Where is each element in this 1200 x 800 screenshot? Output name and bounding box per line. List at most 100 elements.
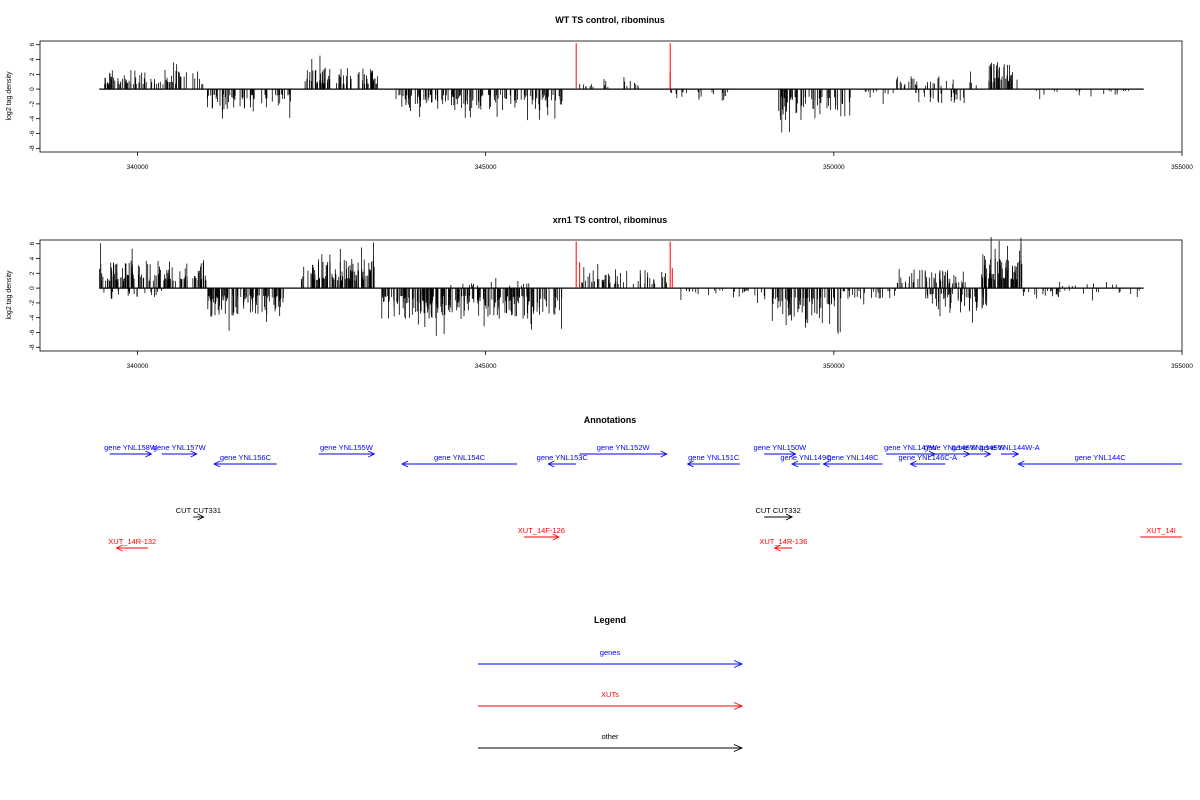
feature-label: gene YNL144W-A bbox=[980, 443, 1040, 452]
y-tick-label: -6 bbox=[29, 329, 36, 335]
arrow-head-icon bbox=[733, 744, 744, 752]
arrow-head-icon bbox=[822, 460, 830, 468]
highlight-series bbox=[575, 43, 671, 90]
annotation-feature: gene YNL154C bbox=[401, 453, 517, 468]
feature-label: XUT_14F-126 bbox=[518, 526, 565, 535]
annotation-feature: gene YNL146C-A bbox=[899, 453, 957, 468]
annotation-feature: gene YNL148C bbox=[822, 453, 883, 468]
y-tick-label: -2 bbox=[29, 101, 36, 107]
x-axis: 340000 345000 350000 355000 bbox=[127, 152, 1193, 171]
plot-frame bbox=[39, 40, 1183, 153]
feature-label: gene YNL156C bbox=[220, 453, 272, 462]
y-tick-label: -8 bbox=[29, 145, 36, 151]
chart-title: xrn1 TS control, ribominus bbox=[553, 215, 668, 225]
annotation-feature: gene YNL145W bbox=[952, 443, 1006, 458]
legend-entry: other bbox=[478, 732, 744, 752]
x-tick-label: 345000 bbox=[475, 363, 497, 370]
feature-label: gene YNL144C bbox=[1075, 453, 1127, 462]
bar-series bbox=[99, 55, 1144, 133]
arrow-head-icon bbox=[791, 460, 799, 468]
panel-wt-ts-control: WT TS control, ribominus log2 tag densit… bbox=[6, 15, 1193, 171]
legend-title: Legend bbox=[594, 615, 626, 625]
arrow-head-icon bbox=[145, 450, 153, 458]
annotation-feature: gene YNL152W bbox=[579, 443, 668, 458]
feature-label: gene YNL147W bbox=[884, 443, 938, 452]
y-tick-label: -2 bbox=[29, 300, 36, 306]
feature-label: gene YNL157W bbox=[153, 443, 207, 452]
arrow-head-icon bbox=[733, 702, 744, 710]
arrow-head-icon bbox=[733, 660, 744, 668]
arrow-head-icon bbox=[660, 450, 668, 458]
y-axis: 6 4 2 0 -2 -4 -6 -8 bbox=[29, 242, 40, 350]
arrow-head-icon bbox=[552, 533, 560, 541]
plot-frame bbox=[39, 239, 1183, 352]
feature-label: gene YNL152W bbox=[597, 443, 651, 452]
bar-series bbox=[99, 236, 1144, 336]
x-tick-label: 350000 bbox=[823, 164, 845, 171]
y-tick-label: 6 bbox=[29, 242, 36, 246]
arrow-head-icon bbox=[984, 450, 992, 458]
legend-label: other bbox=[601, 732, 619, 741]
legend-label: genes bbox=[600, 648, 621, 657]
annotations-title: Annotations bbox=[584, 415, 637, 425]
annotation-feature: XUT_14F-126 bbox=[518, 526, 565, 541]
feature-label: CUT CUT332 bbox=[755, 506, 800, 515]
annotation-feature: gene YNL149C bbox=[780, 453, 832, 468]
annotation-feature: gene YNL155W bbox=[318, 443, 376, 458]
feature-label: gene YNL149C bbox=[780, 453, 832, 462]
y-tick-label: -6 bbox=[29, 130, 36, 136]
arrow-head-icon bbox=[401, 460, 409, 468]
arrow-head-icon bbox=[190, 450, 198, 458]
feature-label: gene YNL151C bbox=[688, 453, 740, 462]
y-tick-label: -4 bbox=[29, 314, 36, 320]
feature-label: gene YNL145W bbox=[952, 443, 1006, 452]
feature-label: gene YNL146W bbox=[924, 443, 978, 452]
annotation-feature: gene YNL153C bbox=[537, 453, 588, 468]
annotation-feature: gene YNL158W bbox=[104, 443, 158, 458]
feature-label: gene YNL148C bbox=[827, 453, 879, 462]
y-axis-label: log2 tag density bbox=[6, 270, 13, 320]
arrow-head-icon bbox=[909, 460, 917, 468]
annotation-feature: gene YNL157W bbox=[153, 443, 207, 458]
legend-label: XUTs bbox=[601, 690, 619, 699]
legend-items: genes XUTs other bbox=[478, 648, 744, 752]
y-tick-label: 4 bbox=[29, 57, 36, 61]
annotation-feature: CUT CUT332 bbox=[755, 506, 801, 521]
x-tick-label: 350000 bbox=[823, 363, 845, 370]
y-axis: 6 4 2 0 -2 -4 -6 -8 bbox=[29, 43, 40, 151]
chart-title: WT TS control, ribominus bbox=[555, 15, 665, 25]
y-tick-label: 2 bbox=[29, 72, 36, 76]
feature-label: gene YNL158W bbox=[104, 443, 158, 452]
arrow-head-icon bbox=[115, 544, 123, 552]
feature-label: XUT_14I bbox=[1146, 526, 1176, 535]
feature-label: XUT_14R-132 bbox=[108, 537, 156, 546]
y-tick-label: 4 bbox=[29, 256, 36, 260]
feature-label: XUT_14R-136 bbox=[759, 537, 807, 546]
annotation-feature: gene YNL144W-A bbox=[980, 443, 1040, 458]
feature-label: CUT CUT331 bbox=[176, 506, 221, 515]
y-tick-label: -8 bbox=[29, 344, 36, 350]
annotation-feature: XUT_14I bbox=[1140, 526, 1182, 538]
y-tick-label: 6 bbox=[29, 43, 36, 47]
arrow-head-icon bbox=[1012, 450, 1020, 458]
highlight-series bbox=[575, 241, 673, 289]
arrow-head-icon bbox=[1017, 460, 1025, 468]
legend-entry: XUTs bbox=[478, 690, 744, 710]
x-tick-label: 340000 bbox=[127, 164, 149, 171]
x-axis: 340000 345000 350000 355000 bbox=[127, 351, 1193, 370]
feature-label: gene YNL150W bbox=[753, 443, 807, 452]
y-axis-label: log2 tag density bbox=[6, 71, 13, 121]
y-tick-label: -4 bbox=[29, 115, 36, 121]
arrow-head-icon bbox=[547, 460, 555, 468]
annotation-feature: CUT CUT331 bbox=[176, 506, 221, 521]
arrow-head-icon bbox=[686, 460, 694, 468]
legend-entry: genes bbox=[478, 648, 744, 668]
feature-label: gene YNL155W bbox=[320, 443, 374, 452]
arrow-head-icon bbox=[773, 544, 781, 552]
annotation-feature: gene YNL144C bbox=[1017, 453, 1182, 468]
y-tick-label: 2 bbox=[29, 271, 36, 275]
feature-label: gene YNL154C bbox=[434, 453, 486, 462]
x-tick-label: 355000 bbox=[1171, 164, 1193, 171]
